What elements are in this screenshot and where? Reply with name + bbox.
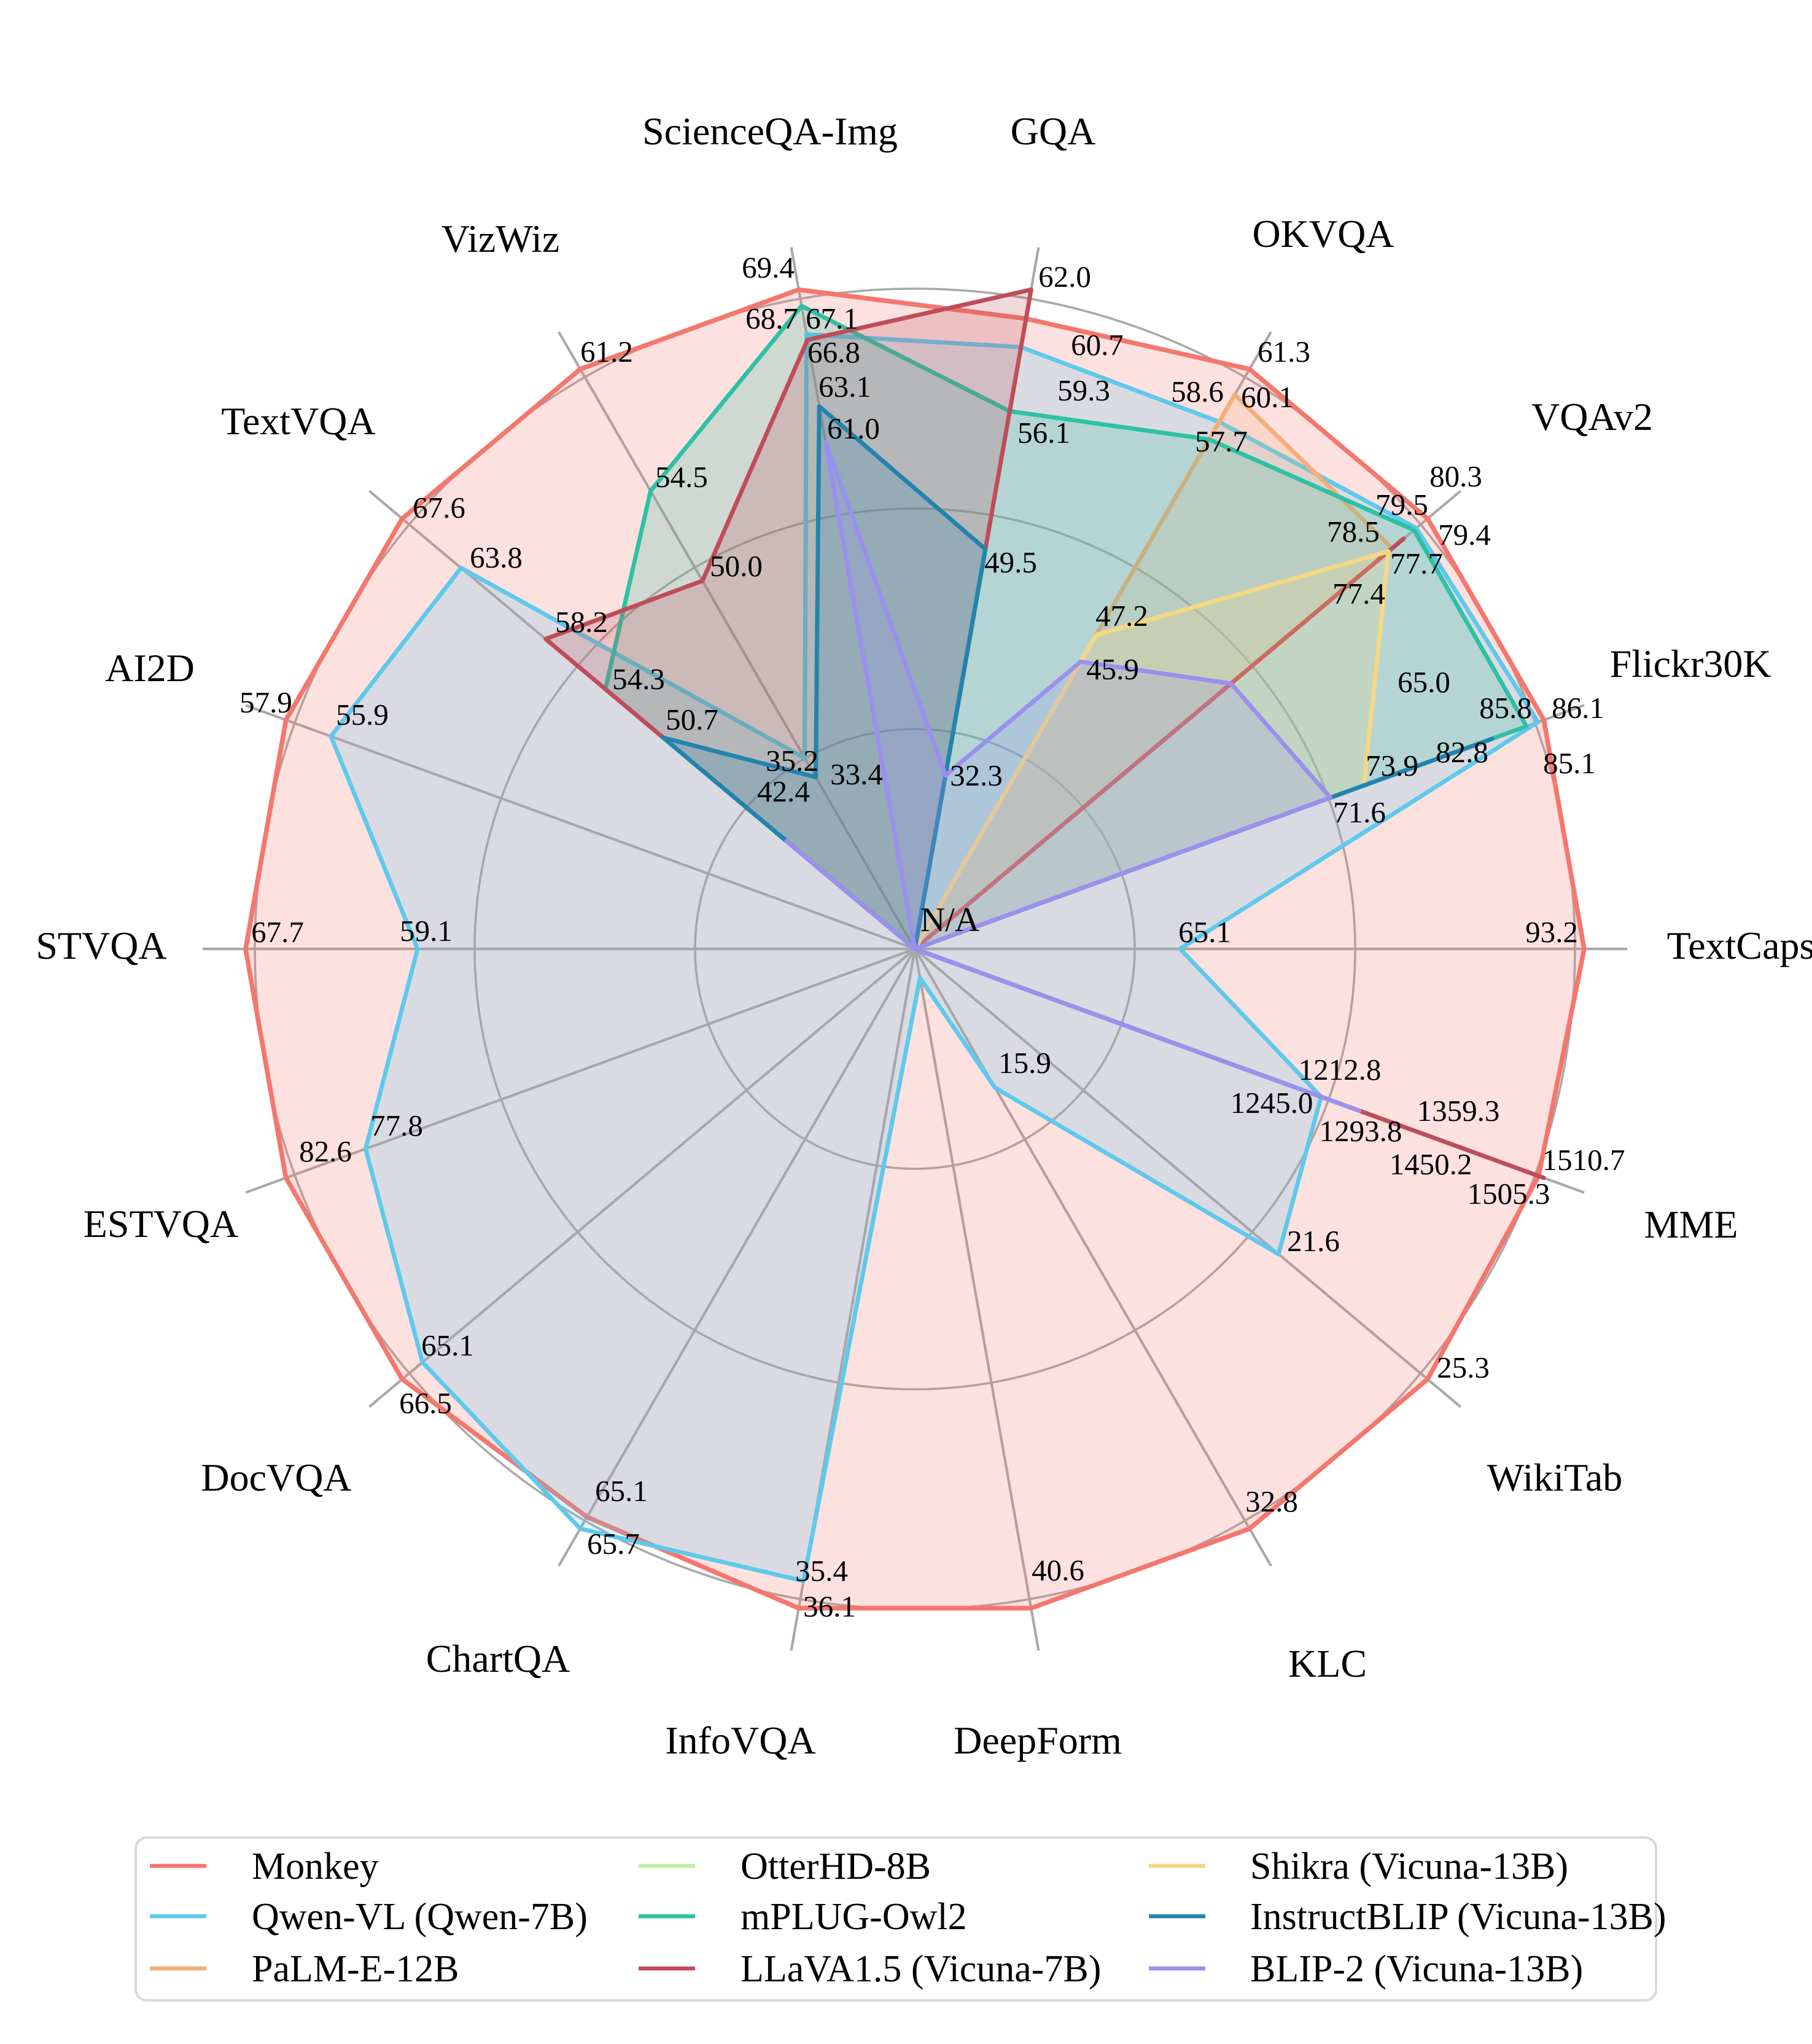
svg-text:ChartQA: ChartQA (426, 1637, 570, 1680)
svg-text:78.5: 78.5 (1327, 515, 1380, 548)
svg-text:TextCaps: TextCaps (1667, 924, 1812, 967)
svg-text:DeepForm: DeepForm (954, 1718, 1122, 1762)
svg-text:STVQA: STVQA (36, 924, 166, 967)
svg-text:82.6: 82.6 (299, 1134, 352, 1168)
svg-text:65.1: 65.1 (595, 1474, 648, 1508)
svg-text:58.2: 58.2 (555, 605, 608, 639)
svg-text:33.4: 33.4 (830, 757, 883, 791)
svg-text:Flickr30K: Flickr30K (1609, 642, 1771, 685)
svg-text:OKVQA: OKVQA (1252, 212, 1394, 256)
svg-text:50.0: 50.0 (710, 549, 763, 583)
svg-text:ScienceQA-Img: ScienceQA-Img (642, 109, 898, 153)
svg-text:ESTVQA: ESTVQA (84, 1202, 238, 1246)
svg-text:60.7: 60.7 (1071, 328, 1124, 362)
svg-text:1293.8: 1293.8 (1320, 1114, 1402, 1148)
svg-text:59.3: 59.3 (1057, 373, 1110, 407)
svg-text:79.4: 79.4 (1438, 518, 1491, 552)
svg-text:DocVQA: DocVQA (201, 1456, 351, 1499)
svg-text:58.6: 58.6 (1171, 375, 1224, 408)
svg-text:1359.3: 1359.3 (1417, 1094, 1500, 1128)
svg-text:56.1: 56.1 (1017, 416, 1070, 450)
svg-text:62.0: 62.0 (1038, 260, 1091, 294)
svg-text:54.5: 54.5 (655, 460, 708, 494)
svg-text:GQA: GQA (1011, 109, 1096, 153)
svg-text:86.1: 86.1 (1552, 691, 1604, 725)
svg-text:KLC: KLC (1288, 1642, 1367, 1685)
svg-text:15.9: 15.9 (998, 1046, 1051, 1080)
svg-text:67.6: 67.6 (413, 491, 465, 525)
svg-text:71.6: 71.6 (1333, 795, 1386, 829)
svg-text:VizWiz: VizWiz (441, 217, 560, 260)
svg-text:42.4: 42.4 (757, 774, 810, 808)
svg-text:N/A: N/A (920, 901, 980, 939)
svg-text:77.8: 77.8 (370, 1109, 423, 1142)
svg-text:67.7: 67.7 (251, 915, 304, 949)
svg-text:65.0: 65.0 (1398, 665, 1450, 699)
svg-text:65.1: 65.1 (421, 1328, 474, 1362)
svg-text:61.3: 61.3 (1258, 335, 1310, 369)
svg-text:mPLUG-Owl2: mPLUG-Owl2 (741, 1896, 967, 1938)
svg-text:63.1: 63.1 (819, 370, 871, 404)
svg-text:32.8: 32.8 (1245, 1484, 1298, 1518)
svg-text:47.2: 47.2 (1095, 599, 1148, 633)
svg-text:1505.3: 1505.3 (1468, 1177, 1550, 1211)
svg-text:79.5: 79.5 (1375, 488, 1428, 521)
svg-text:BLIP-2 (Vicuna-13B): BLIP-2 (Vicuna-13B) (1250, 1948, 1583, 1990)
svg-text:40.6: 40.6 (1032, 1553, 1084, 1587)
svg-text:45.9: 45.9 (1086, 652, 1139, 686)
svg-text:1212.8: 1212.8 (1299, 1053, 1382, 1086)
svg-text:77.4: 77.4 (1332, 577, 1385, 610)
svg-text:63.8: 63.8 (470, 540, 523, 574)
svg-text:49.5: 49.5 (984, 545, 1037, 579)
svg-text:VQAv2: VQAv2 (1531, 395, 1653, 439)
svg-text:80.3: 80.3 (1429, 459, 1482, 493)
svg-text:MME: MME (1644, 1203, 1738, 1246)
svg-text:57.7: 57.7 (1195, 424, 1248, 458)
svg-text:73.9: 73.9 (1366, 749, 1418, 782)
svg-text:OtterHD-8B: OtterHD-8B (741, 1846, 931, 1887)
svg-text:85.1: 85.1 (1543, 746, 1596, 780)
svg-text:59.1: 59.1 (400, 914, 453, 948)
svg-text:50.7: 50.7 (666, 703, 718, 736)
svg-text:61.2: 61.2 (580, 335, 633, 369)
svg-text:57.9: 57.9 (239, 685, 292, 719)
svg-text:InstructBLIP (Vicuna-13B): InstructBLIP (Vicuna-13B) (1250, 1896, 1666, 1938)
svg-text:Monkey: Monkey (252, 1846, 379, 1887)
svg-text:Qwen-VL (Qwen-7B): Qwen-VL (Qwen-7B) (252, 1896, 588, 1938)
svg-text:93.2: 93.2 (1525, 915, 1578, 949)
svg-text:55.9: 55.9 (336, 698, 389, 731)
svg-text:LLaVA1.5 (Vicuna-7B): LLaVA1.5 (Vicuna-7B) (741, 1948, 1101, 1990)
svg-text:36.1: 36.1 (803, 1590, 856, 1623)
svg-text:77.7: 77.7 (1390, 547, 1443, 580)
svg-text:32.3: 32.3 (950, 759, 1003, 792)
svg-text:35.2: 35.2 (766, 744, 819, 778)
svg-text:68.7: 68.7 (745, 302, 798, 335)
svg-text:1450.2: 1450.2 (1390, 1147, 1472, 1181)
svg-text:85.8: 85.8 (1479, 691, 1532, 725)
svg-text:25.3: 25.3 (1437, 1351, 1490, 1384)
svg-text:66.8: 66.8 (807, 335, 860, 369)
svg-text:67.1: 67.1 (806, 302, 858, 335)
svg-text:PaLM-E-12B: PaLM-E-12B (252, 1948, 459, 1990)
svg-text:65.7: 65.7 (587, 1527, 640, 1561)
svg-text:66.5: 66.5 (399, 1386, 452, 1420)
svg-text:21.6: 21.6 (1287, 1224, 1340, 1258)
svg-text:60.1: 60.1 (1241, 380, 1294, 414)
svg-text:61.0: 61.0 (827, 412, 880, 445)
svg-text:AI2D: AI2D (105, 646, 195, 690)
svg-text:35.4: 35.4 (795, 1554, 848, 1588)
svg-text:54.3: 54.3 (612, 662, 665, 696)
svg-text:82.8: 82.8 (1436, 735, 1488, 769)
svg-text:1510.7: 1510.7 (1542, 1143, 1625, 1177)
svg-text:69.4: 69.4 (742, 251, 795, 284)
svg-text:1245.0: 1245.0 (1231, 1086, 1313, 1120)
svg-text:65.1: 65.1 (1178, 915, 1231, 949)
svg-text:TextVQA: TextVQA (221, 399, 375, 443)
svg-text:Shikra (Vicuna-13B): Shikra (Vicuna-13B) (1250, 1846, 1568, 1887)
svg-text:InfoVQA: InfoVQA (665, 1718, 815, 1762)
svg-text:WikiTab: WikiTab (1487, 1456, 1622, 1499)
